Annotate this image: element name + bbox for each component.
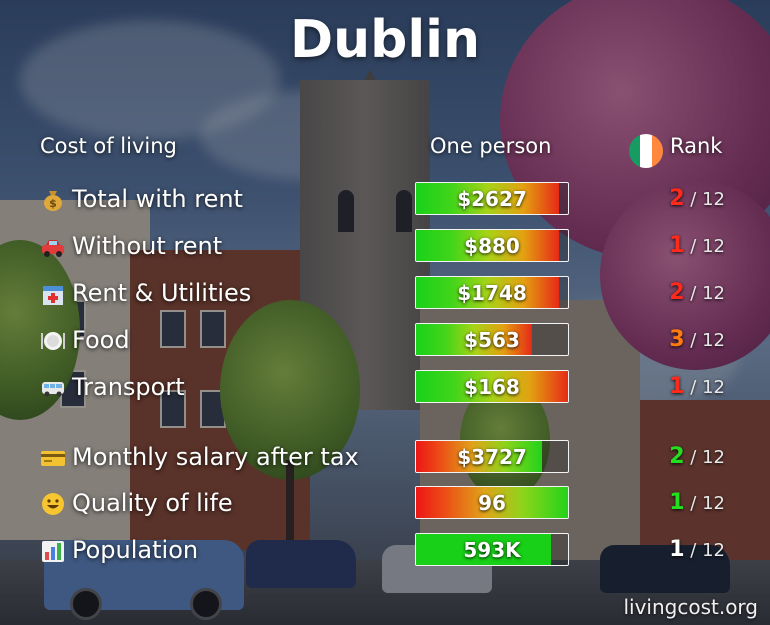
- rank: 2 / 12: [620, 280, 725, 305]
- value-bar-fill: [416, 487, 568, 518]
- money-bag-icon: $: [40, 187, 66, 213]
- rank-number: 2: [669, 186, 685, 211]
- value-bar: $2627: [415, 182, 569, 215]
- row-label: Population: [72, 536, 199, 564]
- car: [600, 545, 730, 593]
- rank-total: / 12: [690, 447, 725, 468]
- window: [160, 390, 186, 428]
- value-bar: $563: [415, 323, 569, 356]
- city-title: Dublin: [289, 10, 481, 70]
- car-icon: [40, 234, 66, 260]
- rank-total: / 12: [690, 493, 725, 514]
- row-value: $3727: [457, 444, 527, 469]
- table-row: $ Total with rent $2627 2 / 12: [0, 180, 770, 220]
- row-label: Rent & Utilities: [72, 279, 252, 307]
- table-row: Population 593K 1 / 12: [0, 531, 770, 571]
- value-bar-fill: [416, 534, 552, 565]
- building-right: [640, 400, 770, 570]
- rank-total: / 12: [690, 540, 725, 561]
- value-bar: $1748: [415, 276, 569, 309]
- value-bar-fill: [416, 183, 559, 214]
- row-value: $2627: [457, 186, 527, 211]
- window: [160, 310, 186, 348]
- value-bar: $880: [415, 229, 569, 262]
- bar-chart-icon: [40, 538, 66, 564]
- table-row: Transport $168 1 / 12: [0, 368, 770, 408]
- rank-number: 2: [669, 444, 685, 469]
- plate-icon: [40, 328, 66, 354]
- rank-total: / 12: [690, 377, 725, 398]
- rank-number: 1: [669, 490, 685, 515]
- row-value: $1748: [457, 280, 527, 305]
- rank: 1 / 12: [620, 233, 725, 258]
- table-row: Monthly salary after tax $3727 2 / 12: [0, 438, 770, 478]
- rank-number: 2: [669, 280, 685, 305]
- rank: 3 / 12: [620, 327, 725, 352]
- row-label: Without rent: [72, 232, 223, 260]
- header-cost-of-living: Cost of living: [40, 134, 177, 158]
- rank-number: 1: [669, 537, 685, 562]
- row-value: 593K: [463, 537, 521, 562]
- blossom-tree: [600, 180, 770, 370]
- row-value: 96: [478, 490, 506, 515]
- value-bar-fill: [416, 371, 568, 402]
- row-label: Monthly salary after tax: [72, 443, 359, 471]
- table-row: Food $563 3 / 12: [0, 321, 770, 361]
- hospital-icon: [40, 281, 66, 307]
- car-wheel: [190, 588, 222, 620]
- rank: 1 / 12: [620, 537, 725, 562]
- row-label: Total with rent: [72, 185, 243, 213]
- svg-text:$: $: [49, 197, 57, 210]
- value-bar: 96: [415, 486, 569, 519]
- window: [200, 310, 226, 348]
- footer-credit: livingcost.org: [623, 595, 758, 619]
- rank-number: 1: [669, 233, 685, 258]
- rank-total: / 12: [690, 283, 725, 304]
- rank-total: / 12: [690, 189, 725, 210]
- ireland-flag-icon: [629, 134, 663, 168]
- rank-number: 1: [669, 374, 685, 399]
- green-tree: [220, 300, 360, 480]
- credit-card-icon: [40, 445, 66, 471]
- rank-total: / 12: [690, 236, 725, 257]
- tower-window: [338, 190, 354, 232]
- row-label: Food: [72, 326, 130, 354]
- header-rank: Rank: [670, 134, 723, 158]
- table-row: Rent & Utilities $1748 2 / 12: [0, 274, 770, 314]
- car-wheel: [70, 588, 102, 620]
- rank-total: / 12: [690, 330, 725, 351]
- value-bar-fill: [416, 324, 532, 355]
- value-bar-fill: [416, 277, 559, 308]
- value-bar: 593K: [415, 533, 569, 566]
- header-one-person: One person: [430, 134, 552, 158]
- row-value: $880: [464, 233, 520, 258]
- value-bar: $3727: [415, 440, 569, 473]
- row-label: Transport: [72, 373, 185, 401]
- tower-window: [396, 190, 412, 232]
- cloud: [20, 20, 280, 140]
- value-bar-fill: [416, 441, 543, 472]
- row-label: Quality of life: [72, 489, 233, 517]
- value-bar-fill: [416, 230, 559, 261]
- rank-number: 3: [669, 327, 685, 352]
- table-row: Without rent $880 1 / 12: [0, 227, 770, 267]
- value-bar: $168: [415, 370, 569, 403]
- row-value: $563: [464, 327, 520, 352]
- rank: 1 / 12: [620, 374, 725, 399]
- smiley-icon: [40, 491, 66, 517]
- rank: 1 / 12: [620, 490, 725, 515]
- table-row: Quality of life 96 1 / 12: [0, 484, 770, 524]
- bus-icon: [40, 375, 66, 401]
- row-value: $168: [464, 374, 520, 399]
- car: [246, 540, 356, 588]
- rank: 2 / 12: [620, 444, 725, 469]
- tree-trunk: [286, 460, 294, 600]
- rank: 2 / 12: [620, 186, 725, 211]
